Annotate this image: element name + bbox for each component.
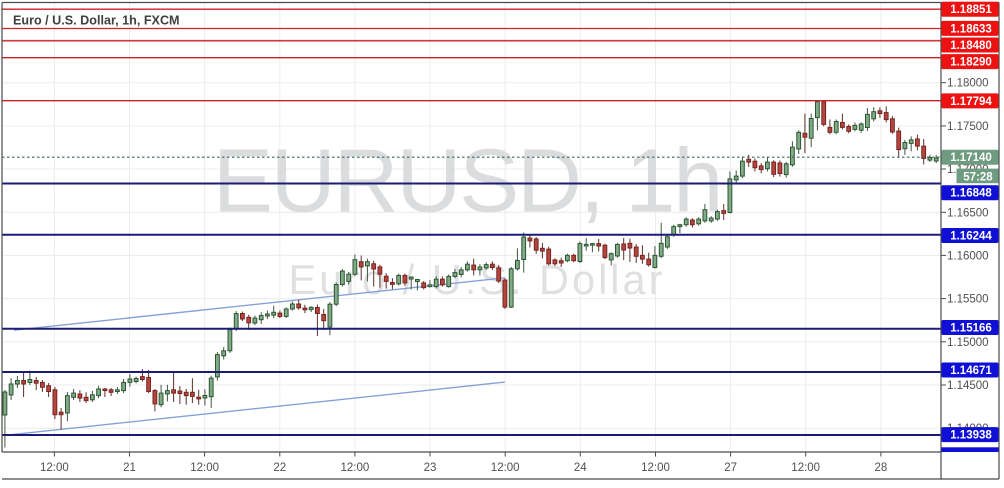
svg-text:1.15166: 1.15166 <box>950 323 992 335</box>
svg-text:1.14671: 1.14671 <box>950 365 992 377</box>
svg-text:1.18633: 1.18633 <box>950 23 992 35</box>
svg-text:1.16848: 1.16848 <box>950 188 992 200</box>
svg-text:1.15500: 1.15500 <box>947 294 989 306</box>
svg-text:1.18851: 1.18851 <box>950 4 992 16</box>
svg-text:Euro / U.S. Dollar, 1h, FXCM: Euro / U.S. Dollar, 1h, FXCM <box>13 14 180 28</box>
svg-text:1.17794: 1.17794 <box>950 96 992 108</box>
svg-text:Euro / U.S. Dollar: Euro / U.S. Dollar <box>289 256 666 303</box>
svg-text:1.16244: 1.16244 <box>950 231 992 243</box>
svg-text:12:00: 12:00 <box>341 462 370 474</box>
svg-text:12:00: 12:00 <box>491 462 520 474</box>
svg-text:23: 23 <box>424 462 437 474</box>
svg-text:12:00: 12:00 <box>641 462 670 474</box>
svg-text:22: 22 <box>273 462 286 474</box>
svg-text:1.14500: 1.14500 <box>947 380 989 392</box>
svg-text:24: 24 <box>574 462 587 474</box>
svg-text:1.15000: 1.15000 <box>947 337 989 349</box>
svg-text:1.17500: 1.17500 <box>947 121 989 133</box>
svg-text:12:00: 12:00 <box>40 462 69 474</box>
svg-text:EURUSD, 1h: EURUSD, 1h <box>213 132 721 232</box>
svg-text:12:00: 12:00 <box>190 462 219 474</box>
svg-text:12:00: 12:00 <box>791 462 820 474</box>
svg-text:1.16500: 1.16500 <box>947 207 989 219</box>
svg-text:57:28: 57:28 <box>963 172 993 184</box>
svg-text:21: 21 <box>123 462 136 474</box>
svg-text:1.17140: 1.17140 <box>950 152 992 164</box>
svg-text:1.18000: 1.18000 <box>947 78 989 90</box>
svg-text:1.16000: 1.16000 <box>947 250 989 262</box>
svg-text:1.18290: 1.18290 <box>950 57 992 69</box>
svg-text:27: 27 <box>724 462 737 474</box>
svg-text:28: 28 <box>875 462 888 474</box>
svg-text:1.18480: 1.18480 <box>950 40 992 52</box>
svg-text:1.13938: 1.13938 <box>950 430 992 442</box>
